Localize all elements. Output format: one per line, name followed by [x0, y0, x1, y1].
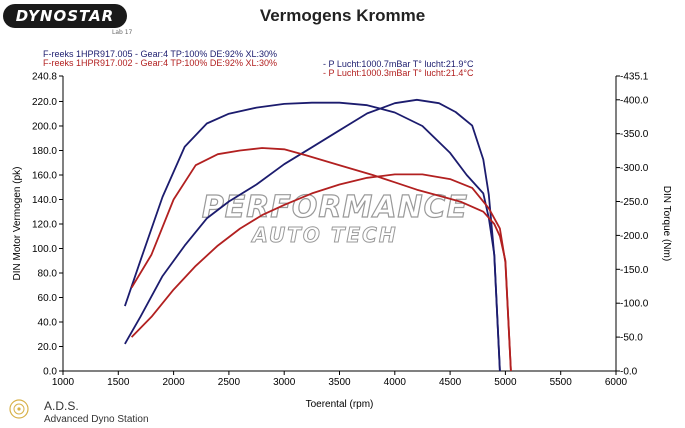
footer-name: A.D.S. — [44, 399, 79, 413]
series-group — [124, 98, 512, 372]
y2-tick-label: -0.0 — [620, 367, 638, 378]
y2-tick-label: -300.0 — [620, 163, 649, 174]
run-legend-1: F-reeks 1HPR917.005 - Gear:4 TP:100% DE:… — [38, 39, 473, 69]
x-tick-label: 4000 — [384, 377, 407, 388]
series-line-run1-power — [124, 101, 501, 372]
y-tick-label: 120.0 — [32, 219, 57, 230]
y2-tick-label: -100.0 — [620, 299, 649, 310]
y-tick-label: 100.0 — [32, 244, 57, 255]
axis-labels: 1000 1500 2000 2500 3000 3500 4000 4500 5000 5500… — [12, 72, 672, 411]
y-tick-label: 0.0 — [43, 367, 57, 378]
x-axis-title: Toerental (rpm) — [306, 399, 374, 410]
dynostar-logo: DYNOSTAR — [3, 4, 127, 28]
y2-tick-label: -400.0 — [620, 95, 649, 106]
x-tick-label: 2000 — [162, 377, 185, 388]
y2-tick-label: -350.0 — [620, 129, 649, 140]
x-tick-label: 1000 — [52, 377, 75, 388]
series-line-run2-power — [130, 147, 512, 372]
watermark-line2: AUTO TECH — [250, 223, 397, 247]
watermark-line1: PERFORMANCE — [202, 190, 468, 225]
performance-autotech-watermark: PERFORMANCE AUTO TECH — [201, 189, 468, 247]
y2-axis-title: DIN Torque (Nm) — [661, 186, 672, 261]
x-tick-label: 3000 — [273, 377, 296, 388]
run-conditions: - P Lucht:1000.7mBar T° lucht:21.9°C — [323, 59, 474, 69]
run-legend-2: F-reeks 1HPR917.002 - Gear:4 TP:100% DE:… — [38, 48, 473, 78]
series-line-run2-torque — [130, 173, 512, 372]
y-tick-label: 40.0 — [38, 317, 58, 328]
logo-subtext: Lab 17 — [112, 29, 133, 36]
x-tick-label: 1500 — [107, 377, 130, 388]
y-tick-label: 80.0 — [38, 268, 58, 279]
y-tick-label: 220.0 — [32, 97, 57, 108]
y2-tick-label: -200.0 — [620, 231, 649, 242]
x-tick-label: 3500 — [328, 377, 351, 388]
x-tick-label: 5000 — [494, 377, 517, 388]
y-tick-label: 240.8 — [32, 72, 57, 83]
x-tick-label: 6000 — [605, 377, 628, 388]
y-tick-label: 200.0 — [32, 121, 57, 132]
run-label: F-reeks 1HPR917.005 - Gear:4 TP:100% DE:… — [43, 49, 277, 59]
y-tick-label: 160.0 — [32, 170, 57, 181]
x-tick-label: 4500 — [439, 377, 462, 388]
chart-title: Vermogens Kromme — [259, 6, 426, 25]
y2-tick-label: -150.0 — [620, 265, 649, 276]
y-tick-label: 60.0 — [38, 293, 58, 304]
footer-subtitle: Advanced Dyno Station — [44, 414, 149, 425]
y2-tick-label: -50.0 — [620, 333, 643, 344]
y2-tick-label: -250.0 — [620, 197, 649, 208]
series-line-run1-torque — [124, 98, 501, 372]
run-label: F-reeks 1HPR917.002 - Gear:4 TP:100% DE:… — [43, 58, 277, 68]
y-axis-title: DIN Motor Vermogen (pk) — [12, 167, 23, 281]
x-tick-label: 5500 — [550, 377, 573, 388]
y2-tick-label: -435.1 — [620, 72, 649, 83]
run-conditions: - P Lucht:1000.3mBar T° lucht:21.4°C — [323, 68, 474, 78]
ads-logo-icon — [9, 399, 29, 419]
x-tick-label: 2500 — [218, 377, 241, 388]
y-tick-label: 20.0 — [38, 342, 58, 353]
y-tick-label: 180.0 — [32, 146, 57, 157]
axes — [59, 75, 620, 375]
y-tick-label: 140.0 — [32, 195, 57, 206]
